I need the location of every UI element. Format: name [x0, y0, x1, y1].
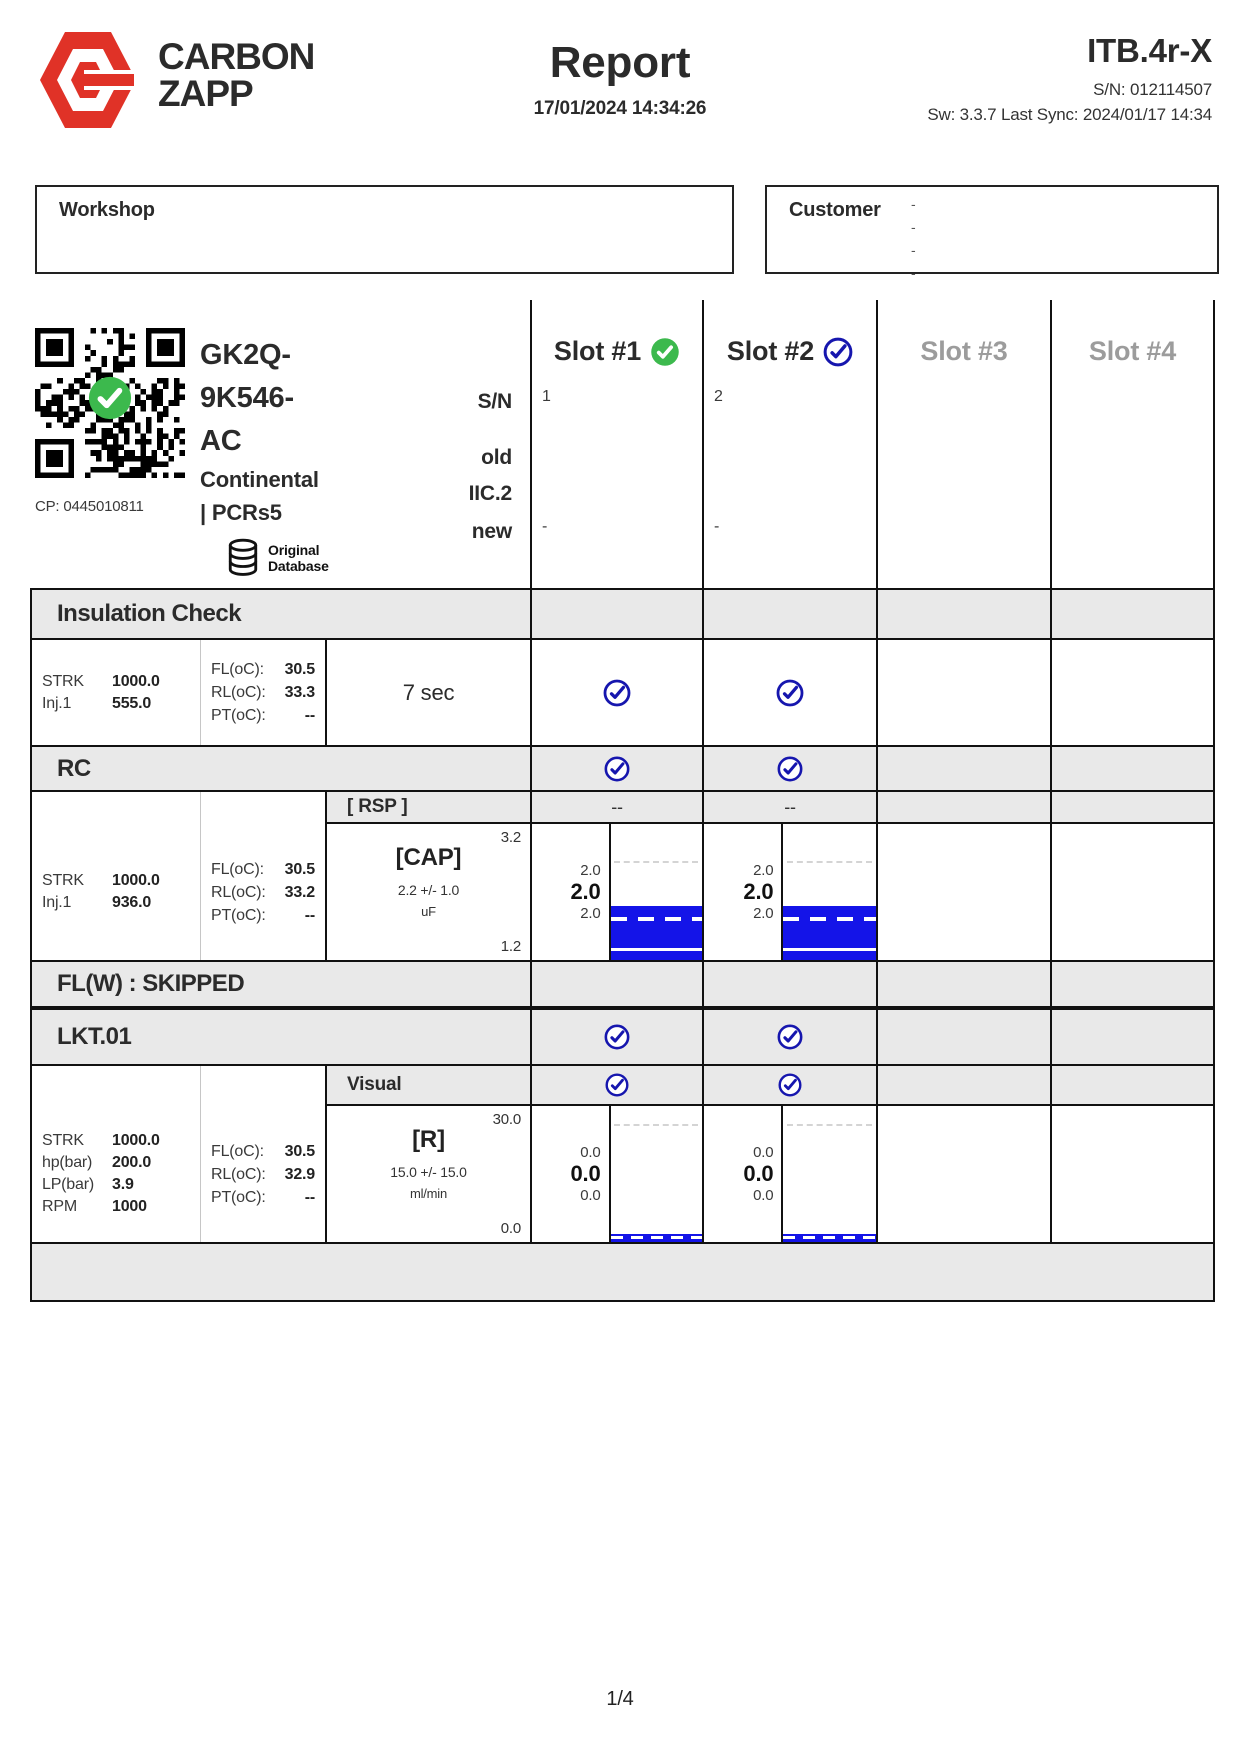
label-new: new: [471, 520, 512, 543]
cap-scale-min: 1.2: [500, 938, 521, 955]
slot1-serial: 1: [542, 388, 551, 405]
cap-scale-max: 3.2: [500, 829, 521, 846]
brand-line1: CARBON: [158, 36, 315, 77]
cap-temps: FL(oC): 30.5 RL(oC): 33.2 PT(oC): --: [200, 824, 325, 960]
label-iic: IIC.2: [468, 482, 513, 505]
qr-pass-check-icon: [87, 375, 133, 421]
r-spec: 15.0 +/- 15.0: [390, 1164, 467, 1180]
slot1-header: Slot #1 1 -: [530, 300, 702, 588]
database-badge-text: Original Database: [268, 542, 329, 574]
r-slot2-measure: 0.0 0.0 0.0: [702, 1106, 876, 1242]
cap-slot1-bar-graph: [608, 824, 702, 960]
slot2-check-icon: [823, 337, 853, 367]
slot1-new-value: -: [542, 518, 548, 535]
original-database-badge: Original Database: [226, 538, 329, 578]
part-cp-number: CP: 0445010811: [35, 498, 144, 515]
part-and-slots-header: CP: 0445010811 GK2Q- 9K546- AC Continent…: [30, 300, 1215, 588]
cap-slot2-measure: 2.0 2.0 2.0: [702, 824, 876, 960]
bottom-empty-band: [30, 1242, 1215, 1302]
device-serial: S/N: 012114507: [1093, 80, 1212, 99]
insulation-slot1-check-icon: [603, 679, 631, 707]
cap-unit: uF: [421, 904, 436, 919]
cap-slot1-measure: 2.0 2.0 2.0: [530, 824, 702, 960]
insulation-params: STRK 1000.0 Inj.1 555.0: [30, 640, 200, 745]
page-title: Report: [549, 38, 691, 87]
rc-slot1-check-icon: [604, 756, 630, 782]
lkt-slot2-check-icon: [777, 1024, 803, 1050]
visual-label: Visual: [325, 1066, 530, 1106]
cap-spec: 2.2 +/- 1.0: [397, 882, 460, 898]
rc-section-bar: RC: [30, 745, 1215, 792]
label-old: old: [481, 446, 512, 469]
part-maker: Continental | PCRs5: [200, 467, 319, 525]
slot2-new-value: -: [714, 518, 720, 535]
device-sync-info: Sw: 3.3.7 Last Sync: 2024/01/17 14:34: [927, 105, 1212, 124]
rc-section-title: RC: [30, 745, 530, 792]
customer-box: Customer - - - -: [765, 185, 1219, 281]
cap-test-description: 3.2 [CAP] 2.2 +/- 1.0 uF 1.2: [325, 824, 530, 960]
slot3-title: Slot #3: [920, 336, 1008, 366]
r-scale-min: 0.0: [500, 1220, 521, 1237]
workshop-label: Workshop: [59, 199, 155, 221]
lkt-section-bar: LKT.01: [30, 1008, 1215, 1066]
r-scale-max: 30.0: [492, 1111, 522, 1128]
r-unit: ml/min: [409, 1186, 448, 1201]
flw-section-bar: FL(W) : SKIPPED: [30, 960, 1215, 1008]
insulation-duration: 7 sec: [325, 640, 530, 745]
r-slot1-measure: 0.0 0.0 0.0: [530, 1106, 702, 1242]
rsp-slot2-value: --: [702, 792, 876, 824]
slot2-title: Slot #2: [704, 336, 876, 367]
rsp-label: [ RSP ]: [325, 792, 530, 824]
r-test-row: STRK 1000.0 hp(bar) 200.0 LP(bar) 3.9 RPM 10…: [30, 1106, 1215, 1242]
r-slot2-bar-graph: [781, 1106, 876, 1242]
slot4-header: Slot #4: [1050, 300, 1215, 588]
brand-line2: ZAPP: [158, 73, 254, 114]
database-icon: [228, 538, 258, 576]
insulation-temps: FL(oC): 30.5 RL(oC): 33.3 PT(oC): --: [200, 640, 325, 745]
customer-placeholder-dashes: - - - -: [911, 196, 916, 281]
customer-label: Customer: [789, 199, 881, 221]
report-datetime: 17/01/2024 14:34:26: [533, 98, 707, 119]
slot3-header: Slot #3: [876, 300, 1050, 588]
r-test-name: [R]: [412, 1126, 445, 1153]
cap-test-name: [CAP]: [395, 844, 462, 871]
slot4-title: Slot #4: [1088, 336, 1177, 366]
cap-params: STRK 1000.0 Inj.1 936.0: [30, 824, 200, 960]
device-model: ITB.4r-X: [1087, 32, 1212, 69]
lkt-section-title: LKT.01: [30, 1008, 530, 1066]
visual-slot2-check-icon: [778, 1073, 802, 1097]
label-sn: S/N: [477, 390, 513, 413]
visual-sub-row: Visual: [30, 1066, 1215, 1106]
rsp-sub-row: [ RSP ] -- --: [30, 792, 1215, 824]
r-params: STRK 1000.0 hp(bar) 200.0 LP(bar) 3.9 RPM 10…: [30, 1106, 200, 1242]
qr-code: [35, 328, 185, 478]
r-test-description: 30.0 [R] 15.0 +/- 15.0 ml/min 0.0: [325, 1106, 530, 1242]
brand-name: CARBON ZAPP: [158, 36, 315, 114]
workshop-box: Workshop: [35, 185, 734, 274]
page-number: 1/4: [606, 1688, 634, 1710]
rc-slot2-check-icon: [777, 756, 803, 782]
lkt-slot1-check-icon: [604, 1024, 630, 1050]
part-code: GK2Q- 9K546- AC: [200, 339, 294, 457]
slot1-pass-check-icon: [650, 337, 680, 367]
slot2-header: Slot #2 2 -: [702, 300, 876, 588]
visual-slot1-check-icon: [605, 1073, 629, 1097]
slot2-serial: 2: [714, 388, 723, 405]
insulation-section-bar: Insulation Check: [30, 588, 1215, 640]
insulation-section-title: Insulation Check: [30, 588, 530, 640]
carbonzapp-logo-icon: [38, 30, 138, 128]
flw-section-title: FL(W) : SKIPPED: [30, 960, 530, 1008]
cap-slot2-bar-graph: [781, 824, 876, 960]
cap-test-row: STRK 1000.0 Inj.1 936.0 FL(oC): 30.5 RL(oC)…: [30, 824, 1215, 960]
insulation-test-row: STRK 1000.0 Inj.1 555.0 FL(oC): 30.5 RL(oC)…: [30, 640, 1215, 745]
slot1-title: Slot #1: [532, 336, 702, 367]
r-slot1-bar-graph: [608, 1106, 702, 1242]
insulation-slot2-check-icon: [776, 679, 804, 707]
r-temps: FL(oC): 30.5 RL(oC): 32.9 PT(oC): --: [200, 1106, 325, 1242]
rsp-slot1-value: --: [530, 792, 702, 824]
